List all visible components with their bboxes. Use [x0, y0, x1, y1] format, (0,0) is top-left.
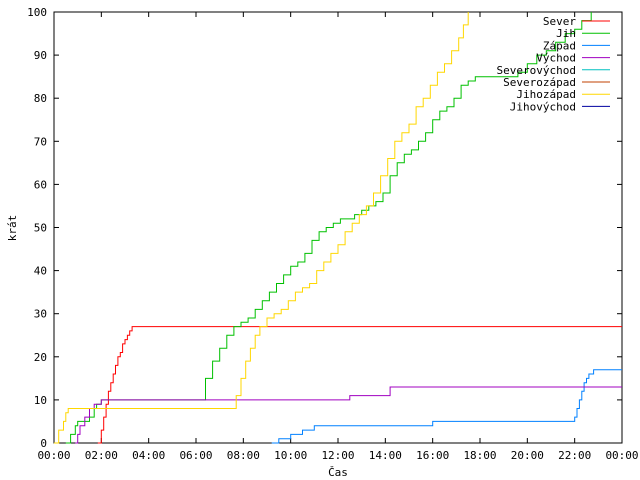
x-tick-label: 06:00: [179, 449, 212, 462]
x-tick-label: 02:00: [85, 449, 118, 462]
legend-label: Severozápad: [503, 76, 576, 89]
x-tick-label: 00:00: [37, 449, 70, 462]
series-line-východ: [75, 386, 622, 444]
x-tick-label: 20:00: [511, 449, 544, 462]
y-tick-label: 30: [34, 308, 47, 321]
y-tick-label: 60: [34, 178, 47, 191]
x-tick-label: 08:00: [227, 449, 260, 462]
y-tick-label: 70: [34, 135, 47, 148]
y-tick-label: 10: [34, 394, 47, 407]
x-axis-label: Čas: [328, 466, 348, 479]
legend-label: Jih: [556, 27, 576, 40]
legend-label: Jihovýchod: [510, 100, 576, 113]
x-tick-label: 16:00: [416, 449, 449, 462]
y-axis-label: krát: [6, 215, 19, 242]
x-tick-label: 18:00: [463, 449, 496, 462]
y-tick-label: 100: [27, 6, 47, 19]
legend-label: Jihozápad: [516, 88, 576, 101]
legend-label: Sever: [543, 15, 576, 28]
series-line-jih: [65, 12, 592, 444]
x-tick-label: 04:00: [132, 449, 165, 462]
series-line-sever: [97, 326, 622, 444]
y-tick-label: 0: [40, 437, 47, 450]
x-tick-label: 10:00: [274, 449, 307, 462]
legend: SeverJihZápadVýchodSeverovýchodSeverozáp…: [497, 15, 610, 113]
x-tick-label: 14:00: [369, 449, 402, 462]
y-tick-label: 40: [34, 265, 47, 278]
y-tick-label: 90: [34, 49, 47, 62]
series-line-jihozápad: [54, 12, 469, 444]
x-tick-label: 00:00: [605, 449, 638, 462]
y-tick-label: 20: [34, 351, 47, 364]
legend-label: Východ: [536, 52, 576, 65]
axes: 00:00 02:00 04:00 06:00 08:00 10:00 12:00 14:00…: [27, 6, 638, 462]
y-tick-label: 80: [34, 92, 47, 105]
legend-label: Severovýchod: [497, 64, 576, 77]
x-tick-label: 22:00: [558, 449, 591, 462]
y-tick-label: 50: [34, 222, 47, 235]
x-tick-label: 12:00: [321, 449, 354, 462]
legend-label: Západ: [543, 39, 576, 52]
series-lines: [54, 12, 622, 444]
series-line-západ: [271, 369, 622, 444]
